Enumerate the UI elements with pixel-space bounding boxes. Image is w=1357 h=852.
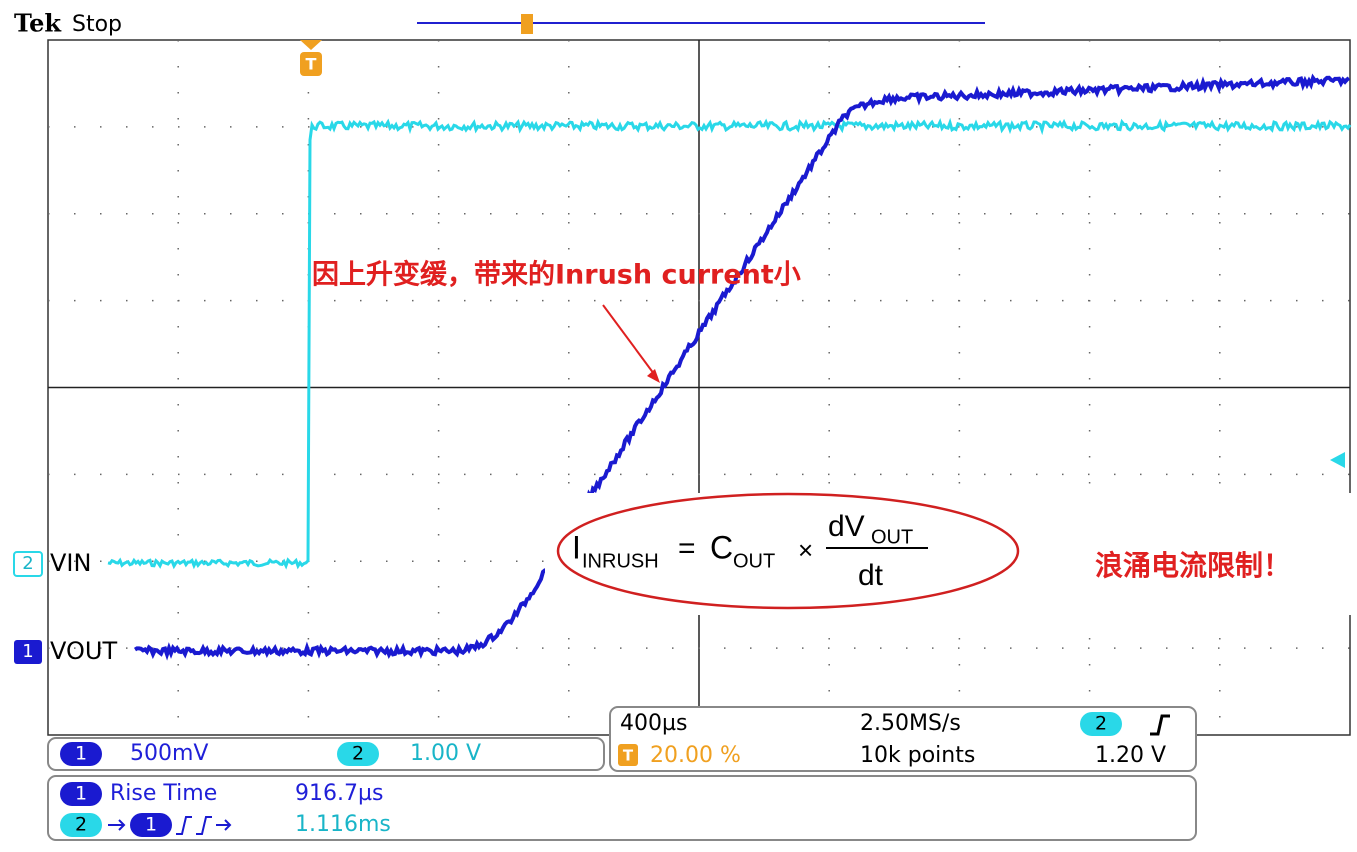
formula-c-sub: OUT [733, 550, 775, 572]
ch2-number: 2 [22, 553, 33, 574]
measurement-panel [47, 775, 1197, 841]
record-trigger [521, 14, 533, 34]
graticule [47, 39, 1351, 736]
formula-i-sub: INRUSH [582, 550, 659, 572]
vin-trace [107, 117, 1352, 570]
ch2-badge-number: 2 [352, 743, 364, 765]
delay-arrow [108, 819, 126, 831]
ch1-badge-number: 1 [75, 743, 87, 765]
rise-name: Rise Time [110, 781, 217, 806]
delay-to: 1 [145, 814, 157, 836]
delay-edges [176, 816, 232, 835]
ch2-marker [13, 551, 43, 577]
ch1-label: VOUT [50, 637, 117, 665]
formula-num: dV [828, 510, 865, 543]
vout-trace [133, 73, 1351, 661]
formula-num-sub: OUT [871, 526, 913, 548]
level-arrow [1330, 452, 1345, 468]
position-icon: T [623, 747, 634, 765]
formula-ellipse [556, 492, 1020, 610]
brand: Tek [14, 9, 62, 38]
ch1-marker [14, 640, 42, 664]
trig-source-badge [1080, 712, 1122, 736]
formula-equals: = [678, 532, 696, 565]
trig-source: 2 [1095, 713, 1107, 735]
status: Stop [72, 12, 122, 37]
vertical-panel [47, 737, 605, 771]
formula-i: I [572, 529, 581, 565]
warning: 浪涌电流限制！ [1095, 549, 1291, 582]
record-length: 10k points [860, 743, 975, 768]
delay-from-badge [60, 813, 102, 837]
formula-c: C [710, 529, 733, 565]
formula-box [545, 493, 1357, 615]
timebase-panel [609, 706, 1197, 772]
delay-to-badge [130, 813, 172, 837]
trigger-marker-label: T [306, 55, 317, 74]
trigger-arrow [300, 40, 322, 50]
rise-badge [60, 782, 102, 806]
trigger-marker [300, 52, 322, 76]
delay-value: 1.116ms [295, 812, 391, 837]
formula-times: × [798, 535, 813, 565]
annotation: 因上升变缓，带来的Inrush current小 [312, 259, 801, 291]
ch1-scale: 500mV [130, 741, 208, 766]
formula-den: dt [858, 559, 884, 592]
ch2-badge [337, 742, 379, 766]
timebase-scale: 400µs [620, 711, 687, 736]
rise-channel: 1 [75, 783, 87, 805]
annotation-arrowhead [647, 369, 660, 383]
trigger-level: 1.20 V [1095, 743, 1166, 768]
annotation-arrow [602, 304, 658, 379]
ch2-label: VIN [50, 549, 91, 577]
rise-value: 916.7µs [295, 781, 383, 806]
trigger-position: 20.00 % [650, 743, 741, 768]
sample-rate: 2.50MS/s [860, 711, 961, 736]
position-badge [618, 744, 638, 766]
ch1-badge [60, 742, 102, 766]
delay-from: 2 [75, 814, 87, 836]
trig-slope [1150, 714, 1170, 736]
ch1-number: 1 [22, 641, 33, 662]
ch2-scale: 1.00 V [410, 741, 481, 766]
